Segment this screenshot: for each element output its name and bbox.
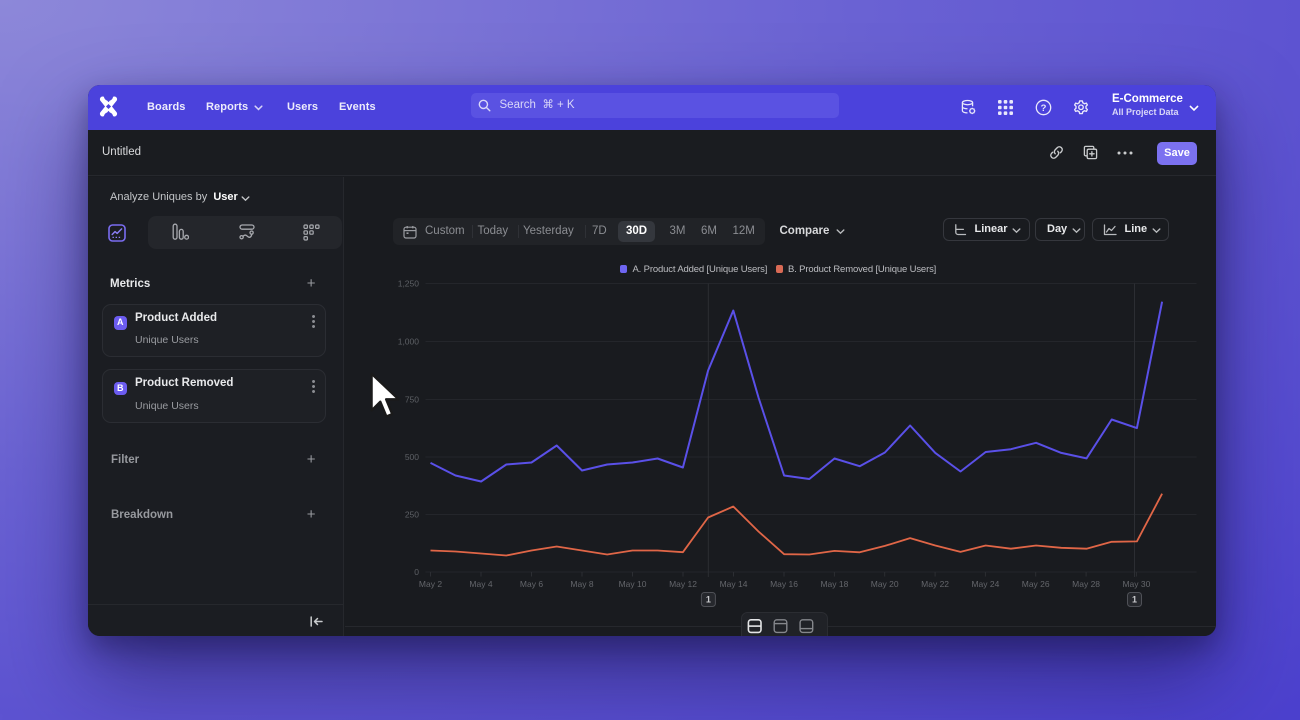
svg-text:?: ? bbox=[1041, 103, 1047, 114]
